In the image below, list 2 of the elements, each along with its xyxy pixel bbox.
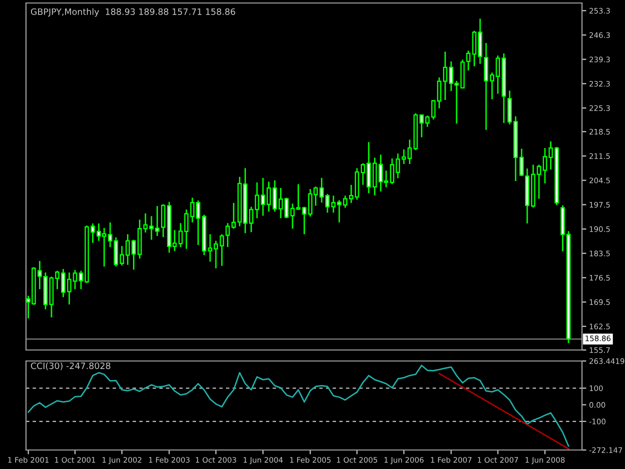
chart-title: CCI(30) -247.8028 <box>30 362 110 370</box>
text: GBPJPY,Monthly 188.93 189.88 157.71 158.86 <box>30 8 236 17</box>
